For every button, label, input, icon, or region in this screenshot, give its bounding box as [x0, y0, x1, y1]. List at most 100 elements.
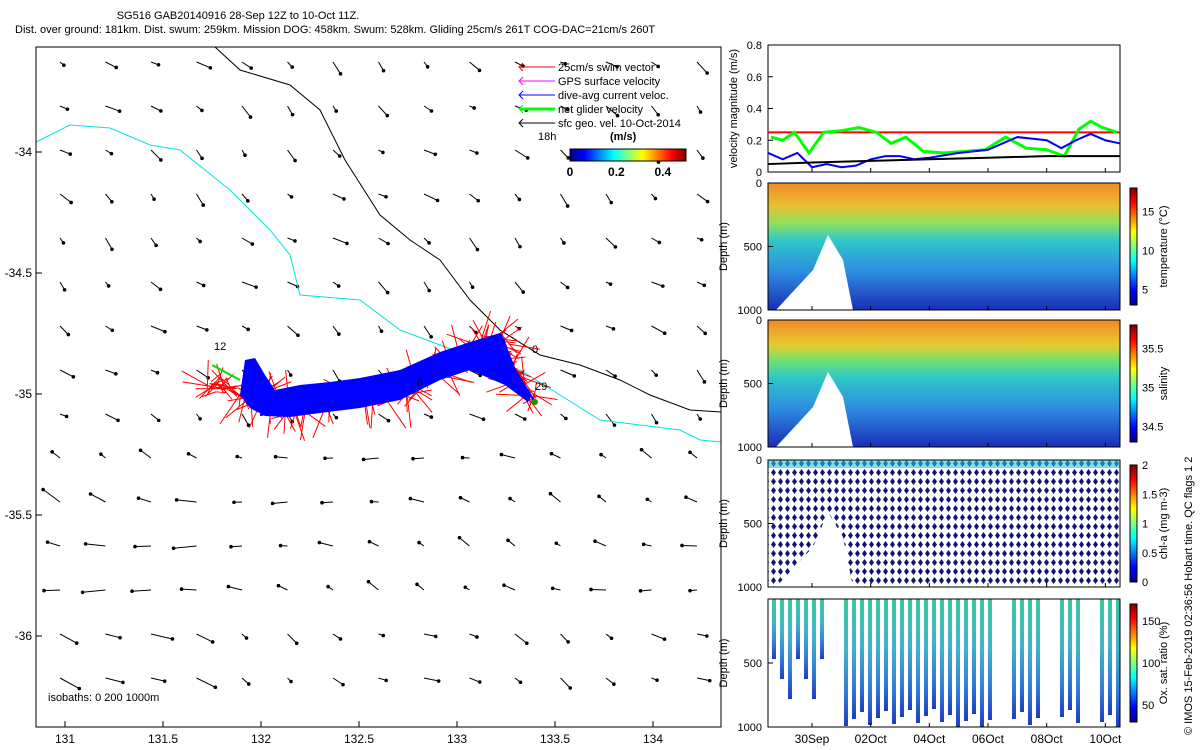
- current-arrow: [651, 325, 665, 334]
- current-arrow-head: [508, 496, 512, 501]
- current-arrow-head: [171, 546, 176, 551]
- current-arrow: [228, 586, 243, 591]
- current-arrow-head: [566, 156, 571, 160]
- oxygen-dive-column: [796, 599, 800, 659]
- current-arrow-head: [42, 588, 46, 593]
- current-arrow: [560, 149, 569, 159]
- current-arrow-head: [698, 110, 703, 114]
- temperature-colorbar-tick: 10: [1142, 245, 1154, 257]
- current-arrow: [605, 61, 618, 68]
- current-arrow-head: [477, 680, 482, 684]
- current-arrow: [134, 545, 152, 548]
- current-arrow-head: [657, 240, 662, 245]
- current-arrow-head: [562, 241, 566, 245]
- annotation-29: 29: [535, 381, 547, 393]
- current-arrow-head: [476, 198, 481, 203]
- current-arrow: [275, 456, 288, 459]
- map-xtick-label: 133.5: [540, 732, 570, 746]
- current-arrow: [241, 105, 251, 118]
- current-arrow-head: [460, 455, 465, 460]
- current-arrow-head: [702, 283, 707, 288]
- current-arrow-head: [457, 535, 462, 540]
- swim-vector: [533, 393, 552, 406]
- current-arrow: [132, 589, 152, 592]
- legend-label: net glider velocity: [558, 104, 643, 116]
- velocity-ytick-label: 0.6: [747, 72, 762, 84]
- current-arrow: [363, 457, 379, 460]
- current-arrow-head: [703, 331, 707, 336]
- current-arrow: [140, 449, 152, 459]
- oxygen-dive-column: [860, 599, 864, 712]
- current-arrow-head: [276, 583, 281, 588]
- map-legend: 25cm/s swim vector GPS surface velocity di…: [518, 62, 687, 179]
- current-arrow-head: [613, 374, 617, 378]
- map-xtick-label: 131.5: [148, 732, 178, 746]
- current-arrow-head: [244, 636, 249, 640]
- current-arrow: [605, 413, 615, 426]
- current-arrow-head: [334, 109, 338, 113]
- oxygen-dive-column: [1036, 599, 1040, 718]
- salinity-colorbar: [1129, 324, 1138, 443]
- current-arrow: [696, 61, 708, 74]
- current-arrow: [514, 149, 529, 159]
- current-arrow-head: [639, 447, 644, 452]
- current-arrow-head: [337, 154, 342, 158]
- oxygen-dive-column: [892, 599, 896, 724]
- current-arrow: [560, 325, 572, 331]
- current-arrow-head: [278, 543, 283, 548]
- current-arrow: [90, 493, 106, 503]
- salinity-ytick-label: 500: [744, 379, 762, 391]
- current-arrow-head: [518, 244, 522, 249]
- velocity-ytick-label: 0.2: [747, 135, 762, 147]
- current-arrow: [150, 677, 165, 682]
- temperature-ytick-label: 1000: [738, 305, 762, 317]
- current-arrow-head: [564, 416, 568, 421]
- current-arrow-head: [611, 327, 616, 331]
- current-arrow-head: [66, 332, 71, 337]
- swim-vector: [526, 400, 534, 414]
- current-arrow-head: [475, 635, 479, 639]
- date-tick-label: 08Oct: [1031, 732, 1064, 746]
- current-arrow: [378, 281, 389, 293]
- current-arrow-head: [159, 109, 163, 113]
- current-arrow: [59, 149, 71, 155]
- current-arrow-head: [458, 495, 463, 500]
- oxygen-dive-column: [900, 599, 904, 717]
- map-contours: [35, 46, 722, 443]
- swim-vector: [199, 380, 217, 399]
- current-arrow: [105, 105, 120, 112]
- current-arrow-head: [201, 283, 206, 288]
- current-arrow-head: [114, 65, 118, 70]
- swim-vector: [406, 397, 412, 428]
- current-arrow-head: [707, 678, 712, 683]
- oxygen-dive-column: [780, 599, 784, 679]
- oxygen-dive-column: [1116, 599, 1120, 727]
- current-arrow-head: [415, 582, 419, 587]
- current-arrow-head: [475, 151, 479, 155]
- current-arrow: [560, 369, 575, 377]
- colorbar-tick-label: 0.2: [608, 165, 625, 179]
- current-arrow-head: [638, 589, 643, 593]
- current-arrow-head: [254, 285, 258, 289]
- current-arrow-head: [179, 587, 184, 591]
- current-arrow-head: [289, 679, 293, 684]
- swim-vector: [201, 391, 217, 398]
- velocity-ytick-label: 0: [756, 167, 762, 179]
- current-arrow-head: [130, 589, 134, 593]
- oxygen-ylabel: Depth (m): [718, 639, 730, 688]
- current-arrow: [319, 542, 334, 547]
- current-arrow-head: [612, 423, 617, 427]
- current-arrow-head: [323, 456, 327, 461]
- current-arrow-head: [385, 290, 390, 295]
- current-arrow-head: [246, 327, 250, 332]
- current-arrow: [378, 237, 389, 244]
- temperature-colorbar-tick: 5: [1142, 284, 1148, 296]
- current-arrow-head: [548, 491, 553, 496]
- current-arrow: [287, 149, 296, 161]
- glider-track-line: [259, 335, 536, 416]
- current-arrow: [332, 237, 348, 244]
- current-arrow-head: [83, 542, 88, 546]
- current-arrow-head: [163, 329, 167, 334]
- chl-a-colorbar-tick: 0: [1142, 577, 1148, 589]
